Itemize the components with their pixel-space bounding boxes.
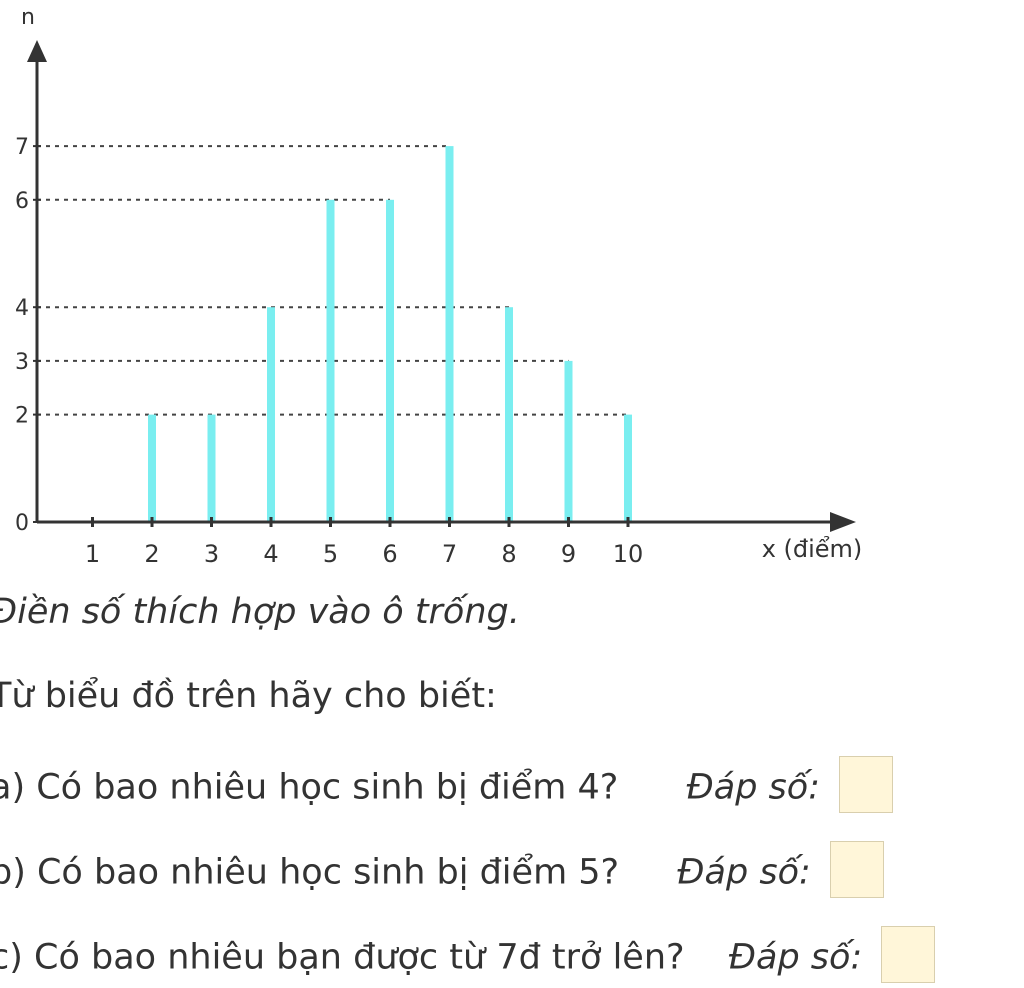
question-a: a) Có bao nhiêu học sinh bị điểm 4? Đáp … xyxy=(0,756,894,817)
instruction-text: Điền số thích hợp vào ô trống. xyxy=(0,592,520,632)
x-tick-label-6: 6 xyxy=(382,540,397,568)
question-c: c) Có bao nhiêu bạn được từ 7đ trở lên? … xyxy=(0,926,936,987)
x-tick-label-8: 8 xyxy=(501,540,516,568)
x-tick-label-1: 1 xyxy=(85,540,100,568)
x-tick-label-4: 4 xyxy=(263,540,278,568)
frequency-chart: 1 2 3 4 5 6 7 8 9 10 0 2 3 4 6 7 n x (điểm) xyxy=(15,5,863,568)
question-b-text: b) Có bao nhiêu học sinh bị điểm 5? xyxy=(0,852,620,893)
bars xyxy=(148,146,632,523)
answer-b-input[interactable] xyxy=(829,841,884,898)
y-axis-label: n xyxy=(21,5,35,30)
x-tick-label-2: 2 xyxy=(144,540,159,568)
bar-5 xyxy=(326,199,335,523)
axes xyxy=(27,40,856,532)
x-tick-label-5: 5 xyxy=(323,540,338,568)
bar-10 xyxy=(624,414,632,522)
bar-4 xyxy=(267,307,275,522)
y-tick-label-2: 2 xyxy=(15,404,29,429)
y-tick-label-7: 7 xyxy=(15,135,29,160)
answer-c-label: Đáp số: xyxy=(728,937,863,978)
y-tick-label-3: 3 xyxy=(15,350,29,375)
x-ticks: 1 2 3 4 5 6 7 8 9 10 xyxy=(85,517,643,568)
x-tick-label-10: 10 xyxy=(613,540,644,568)
bar-8 xyxy=(505,307,513,522)
bar-6 xyxy=(386,199,394,523)
y-ticks: 0 2 3 4 6 7 xyxy=(15,135,41,536)
y-tick-label-0: 0 xyxy=(15,511,29,536)
x-axis-label: x (điểm) xyxy=(762,535,863,563)
y-tick-label-4: 4 xyxy=(15,296,29,321)
answer-c-input[interactable] xyxy=(881,926,936,983)
bar-7 xyxy=(445,146,454,522)
question-a-text: a) Có bao nhiêu học sinh bị điểm 4? xyxy=(0,767,619,808)
x-tick-label-7: 7 xyxy=(442,540,457,568)
x-axis-arrow xyxy=(830,512,856,532)
answer-a-input[interactable] xyxy=(839,756,894,813)
x-tick-label-9: 9 xyxy=(561,540,576,568)
intro-text: Từ biểu đồ trên hãy cho biết: xyxy=(0,676,497,716)
bar-3 xyxy=(207,414,216,522)
bar-2 xyxy=(148,414,156,522)
answer-b-label: Đáp số: xyxy=(677,852,811,893)
question-c-text: c) Có bao nhiêu bạn được từ 7đ trở lên? xyxy=(0,937,685,978)
answer-a-label: Đáp số: xyxy=(686,767,820,808)
y-axis-arrow xyxy=(27,40,47,62)
bar-9 xyxy=(564,360,573,522)
question-b: b) Có bao nhiêu học sinh bị điểm 5? Đáp … xyxy=(0,841,884,902)
x-tick-label-3: 3 xyxy=(204,540,219,568)
y-tick-label-6: 6 xyxy=(15,189,29,214)
